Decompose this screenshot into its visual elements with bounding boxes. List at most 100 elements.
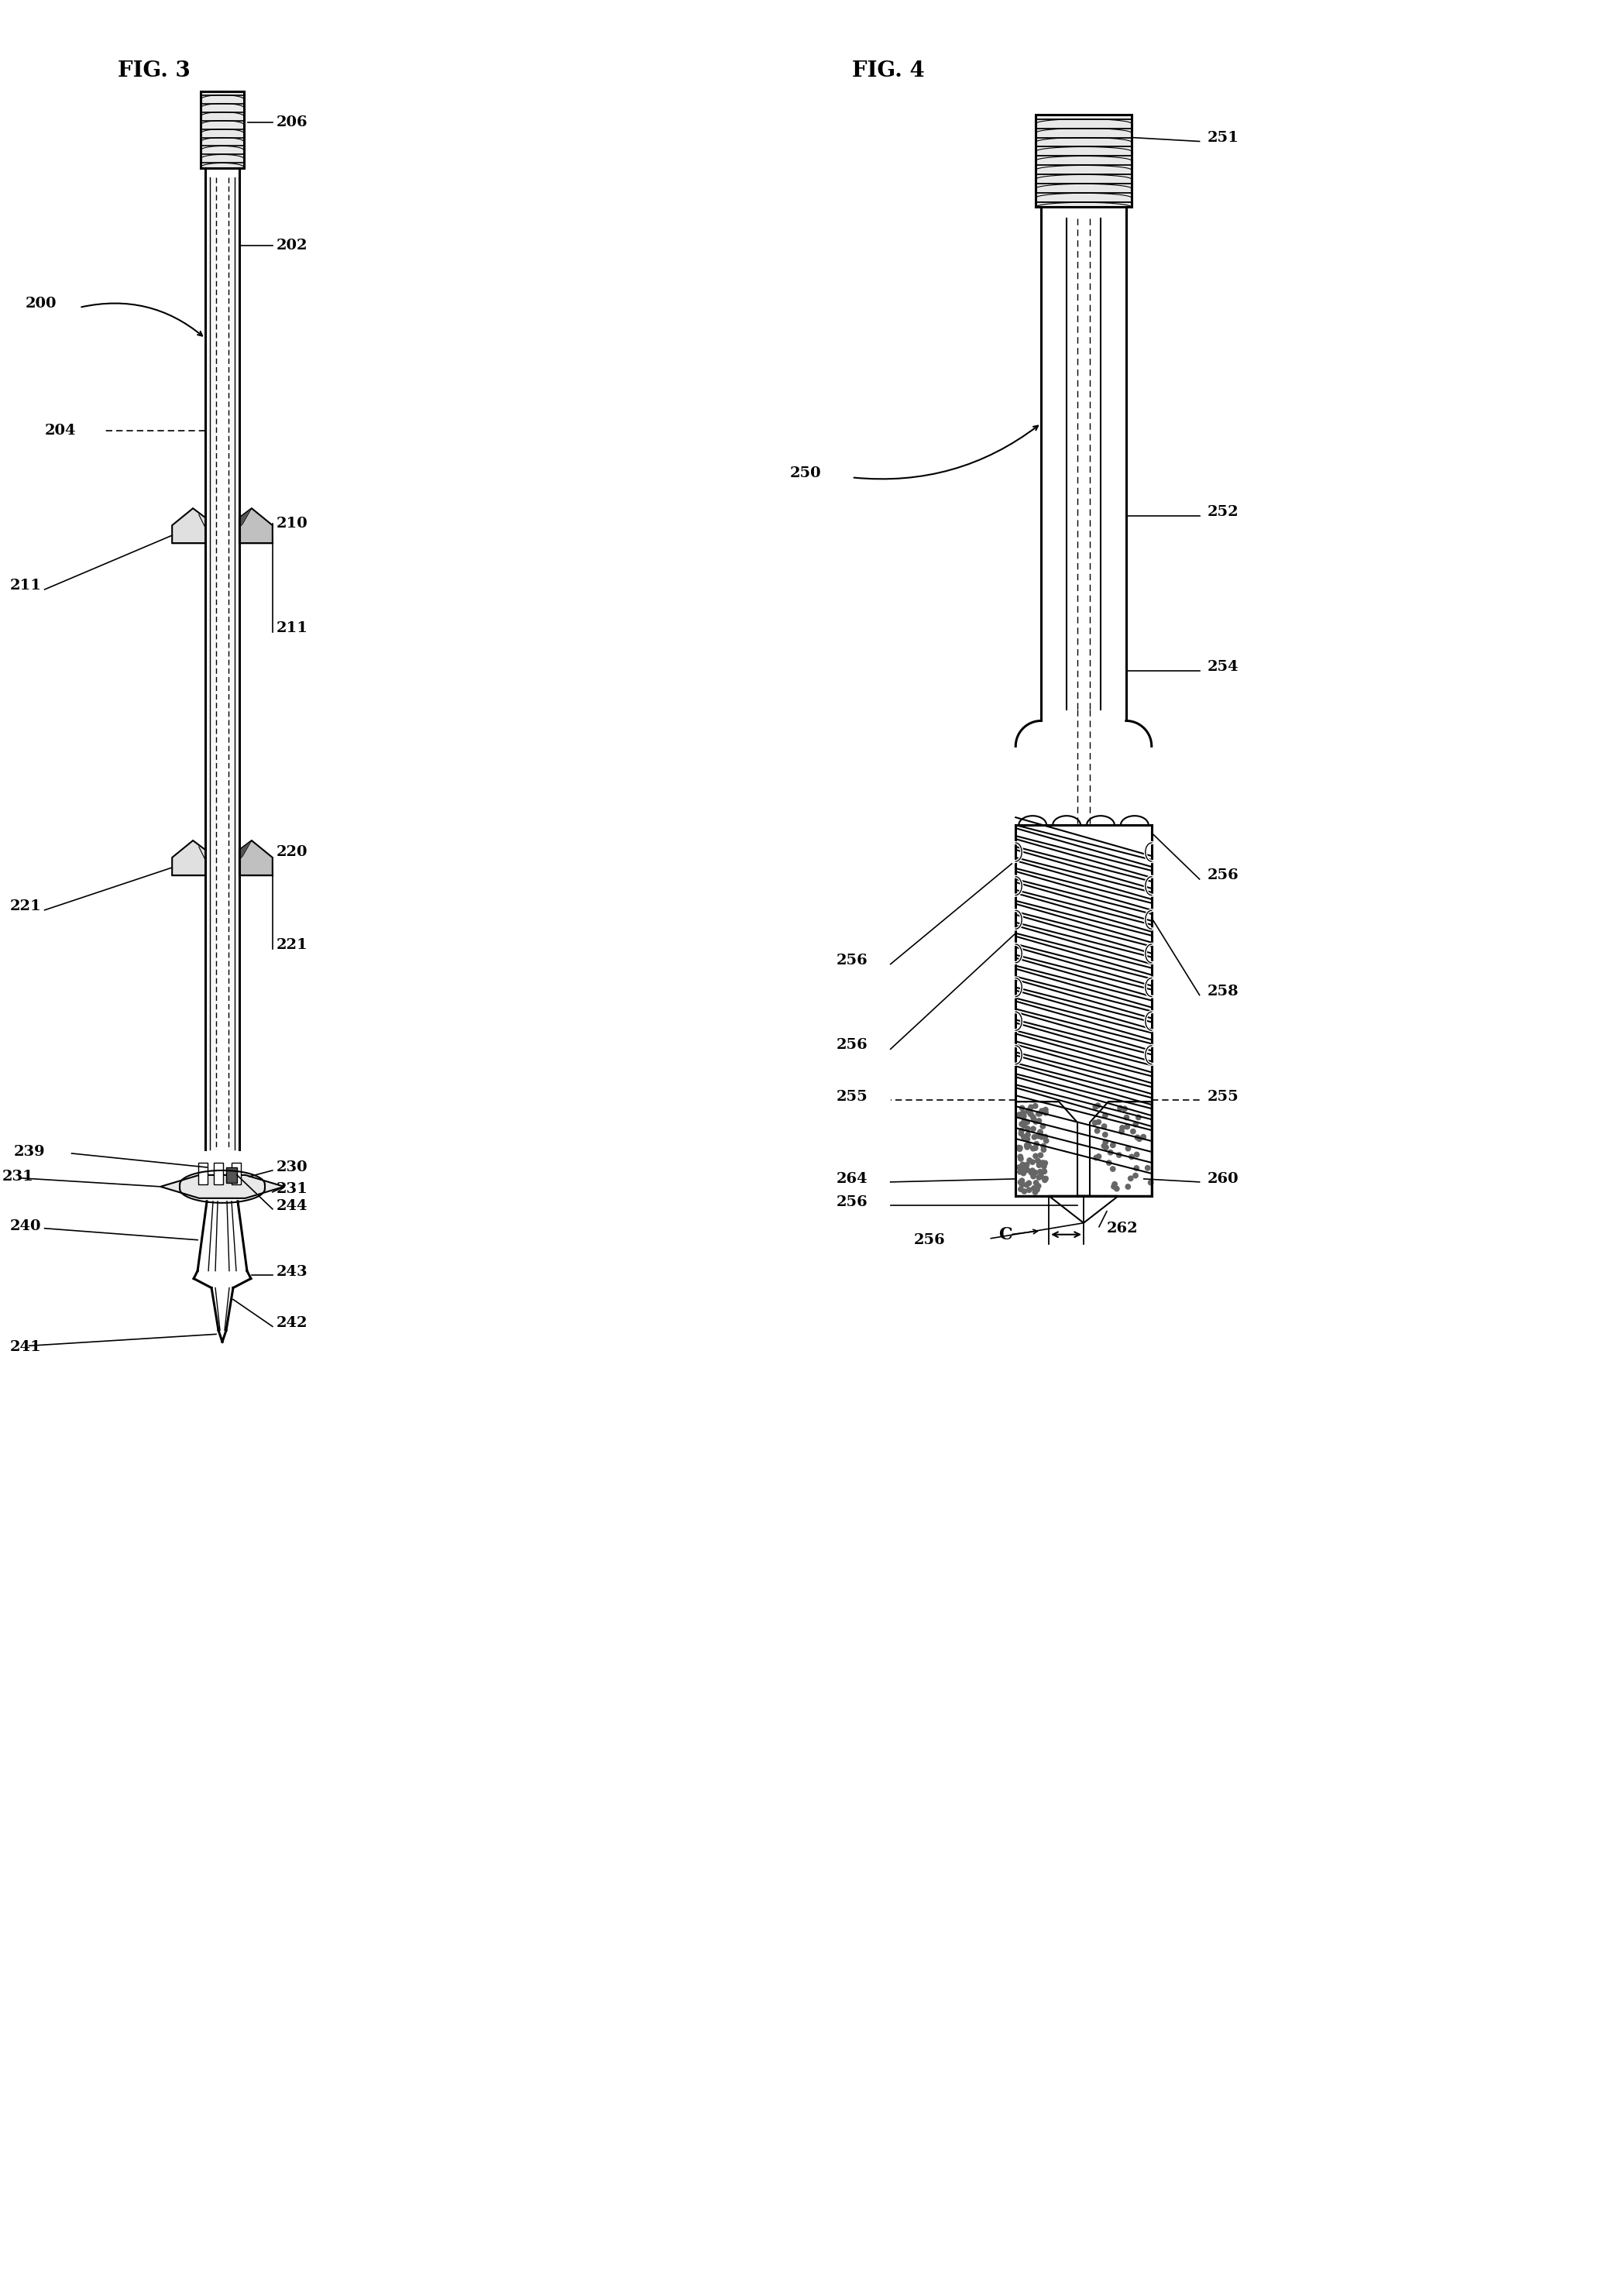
Circle shape xyxy=(1017,1146,1021,1153)
Circle shape xyxy=(1129,1176,1134,1180)
Circle shape xyxy=(1026,1187,1031,1192)
Circle shape xyxy=(1034,1187,1039,1192)
Circle shape xyxy=(1021,1118,1028,1125)
Circle shape xyxy=(1033,1118,1037,1125)
Circle shape xyxy=(1095,1102,1100,1109)
Text: 252: 252 xyxy=(1207,505,1239,519)
Text: 256: 256 xyxy=(1207,868,1239,882)
Circle shape xyxy=(1021,1114,1026,1118)
Text: 262: 262 xyxy=(1106,1221,1138,1235)
Circle shape xyxy=(1031,1185,1036,1192)
Circle shape xyxy=(1148,1180,1153,1185)
Circle shape xyxy=(1025,1146,1029,1150)
Circle shape xyxy=(1095,1127,1100,1134)
Polygon shape xyxy=(1049,1196,1119,1224)
Text: 255: 255 xyxy=(1207,1091,1239,1104)
Circle shape xyxy=(1044,1176,1049,1180)
Circle shape xyxy=(1017,1111,1021,1118)
Bar xyxy=(232,1162,240,1185)
Circle shape xyxy=(1103,1132,1108,1137)
Circle shape xyxy=(1018,1157,1023,1162)
Text: 256: 256 xyxy=(914,1233,945,1247)
Circle shape xyxy=(1111,1185,1116,1189)
Circle shape xyxy=(1129,1155,1134,1159)
Circle shape xyxy=(1021,1118,1026,1123)
Circle shape xyxy=(1113,1182,1117,1187)
Circle shape xyxy=(1041,1143,1045,1148)
Text: 221: 221 xyxy=(10,900,42,914)
Circle shape xyxy=(1025,1127,1029,1132)
Circle shape xyxy=(1018,1146,1023,1150)
Circle shape xyxy=(1025,1143,1029,1148)
Circle shape xyxy=(1018,1169,1023,1173)
Circle shape xyxy=(1036,1118,1042,1123)
Circle shape xyxy=(1028,1157,1033,1162)
Circle shape xyxy=(1018,1180,1023,1185)
Circle shape xyxy=(1117,1107,1122,1111)
Polygon shape xyxy=(239,840,272,875)
Circle shape xyxy=(1021,1171,1026,1176)
Circle shape xyxy=(1017,1164,1021,1169)
Circle shape xyxy=(1134,1166,1138,1171)
Circle shape xyxy=(1018,1187,1023,1192)
Circle shape xyxy=(1108,1150,1113,1155)
Polygon shape xyxy=(200,92,243,168)
Circle shape xyxy=(1028,1104,1033,1109)
Circle shape xyxy=(1142,1134,1146,1139)
Text: 251: 251 xyxy=(1207,131,1239,145)
Circle shape xyxy=(1122,1107,1127,1111)
Circle shape xyxy=(1018,1155,1023,1159)
Circle shape xyxy=(1103,1146,1108,1150)
Text: 243: 243 xyxy=(277,1265,307,1279)
Circle shape xyxy=(1017,1146,1021,1150)
Circle shape xyxy=(1029,1159,1034,1164)
Circle shape xyxy=(1039,1171,1044,1176)
Circle shape xyxy=(1042,1169,1047,1173)
Text: 206: 206 xyxy=(277,115,307,129)
Circle shape xyxy=(1044,1107,1049,1111)
Circle shape xyxy=(1018,1127,1025,1134)
Circle shape xyxy=(1020,1169,1026,1173)
Circle shape xyxy=(1103,1139,1108,1146)
Polygon shape xyxy=(239,840,251,859)
Circle shape xyxy=(1134,1153,1140,1157)
Circle shape xyxy=(1031,1116,1036,1123)
Circle shape xyxy=(1036,1182,1041,1189)
Circle shape xyxy=(1145,1166,1150,1171)
Circle shape xyxy=(1034,1180,1039,1185)
Circle shape xyxy=(1026,1109,1031,1114)
Circle shape xyxy=(1097,1155,1101,1159)
Text: 254: 254 xyxy=(1207,659,1239,673)
Text: 244: 244 xyxy=(277,1199,307,1212)
Circle shape xyxy=(1029,1169,1034,1173)
Circle shape xyxy=(1029,1169,1034,1173)
Circle shape xyxy=(1097,1120,1101,1125)
Circle shape xyxy=(1018,1114,1023,1118)
Circle shape xyxy=(1031,1173,1036,1178)
Circle shape xyxy=(1137,1116,1142,1120)
Text: 220: 220 xyxy=(277,845,307,859)
Circle shape xyxy=(1126,1125,1130,1130)
Circle shape xyxy=(1033,1146,1037,1150)
Circle shape xyxy=(1026,1109,1031,1114)
Circle shape xyxy=(1036,1134,1041,1139)
Circle shape xyxy=(1025,1132,1029,1137)
Circle shape xyxy=(1044,1111,1049,1116)
Circle shape xyxy=(1020,1107,1025,1111)
Text: 221: 221 xyxy=(277,937,307,953)
Text: FIG. 3: FIG. 3 xyxy=(118,60,191,80)
Circle shape xyxy=(1119,1125,1126,1130)
Circle shape xyxy=(1033,1104,1037,1109)
Text: 242: 242 xyxy=(277,1316,307,1329)
Circle shape xyxy=(1137,1137,1142,1141)
Text: 250: 250 xyxy=(789,466,821,480)
Polygon shape xyxy=(239,507,272,544)
Text: 200: 200 xyxy=(26,296,56,310)
Text: 260: 260 xyxy=(1207,1171,1239,1185)
Circle shape xyxy=(1020,1111,1026,1116)
Text: 211: 211 xyxy=(10,579,42,592)
Circle shape xyxy=(1039,1134,1044,1139)
Circle shape xyxy=(1021,1166,1026,1171)
Circle shape xyxy=(1020,1182,1025,1187)
Bar xyxy=(215,1162,223,1185)
